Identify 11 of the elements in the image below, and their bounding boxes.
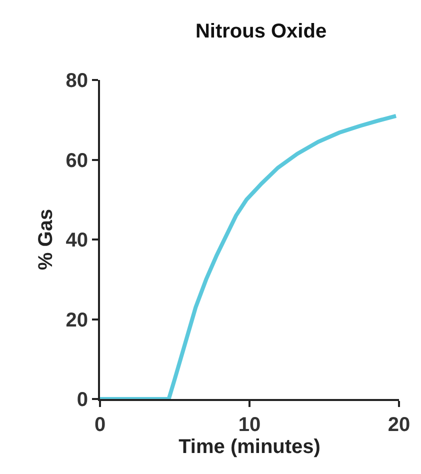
chart-title: Nitrous Oxide bbox=[195, 20, 327, 43]
y-axis-title: % Gas bbox=[34, 208, 57, 270]
x-axis-title: Time (minutes) bbox=[178, 436, 320, 458]
x-tick-label: 20 bbox=[388, 414, 410, 436]
y-tick-label: 40 bbox=[66, 230, 88, 252]
x-tick-label: 0 bbox=[94, 414, 106, 436]
y-tick-label: 0 bbox=[76, 389, 88, 411]
y-tick-label: 20 bbox=[66, 309, 88, 332]
x-tick-label: 10 bbox=[238, 414, 261, 436]
y-tick-label: 80 bbox=[66, 70, 88, 92]
y-tick-label: 60 bbox=[66, 150, 88, 172]
